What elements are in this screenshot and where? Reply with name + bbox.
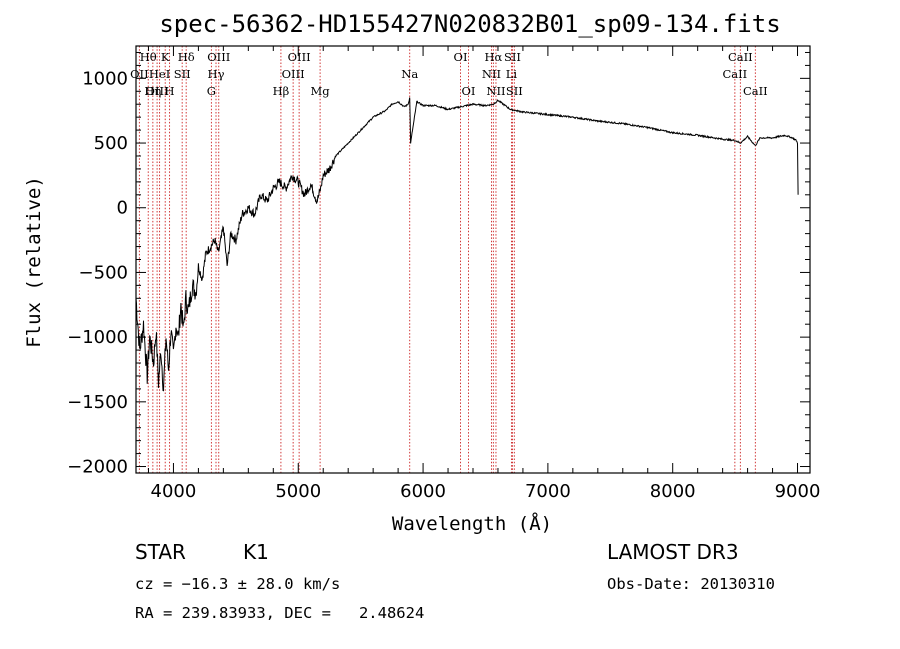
- line-label: OIII: [207, 50, 230, 64]
- line-label: Hβ: [273, 84, 290, 98]
- obs-date: Obs-Date: 20130310: [607, 575, 775, 593]
- y-tick-label: 0: [117, 198, 128, 219]
- line-label: Mg: [311, 84, 331, 98]
- line-label: Hδ: [178, 50, 195, 64]
- line-label: Hη: [144, 84, 161, 98]
- line-label: SII: [506, 84, 523, 98]
- line-label: OIII: [146, 84, 169, 98]
- line-label: H: [165, 84, 175, 98]
- spectral-line-labels: Hθ OII OIII K HeI Hη H SII Hδ OIII Hγ G Hβ OIII OIII Mg…: [130, 50, 768, 98]
- line-label: SII: [174, 67, 191, 81]
- flux-series-line: [135, 97, 799, 392]
- line-label: CaII: [722, 67, 747, 81]
- x-tick-label: 6000: [400, 481, 446, 502]
- x-axis-ticks: 4000 5000 6000 7000 8000 9000: [147, 46, 821, 502]
- coordinates: RA = 239.83933, DEC = 2.48624: [135, 604, 425, 622]
- y-tick-label: −1500: [67, 392, 128, 413]
- line-label: OII: [130, 67, 149, 81]
- survey-name: LAMOST DR3: [607, 540, 739, 564]
- y-tick-label: 500: [94, 133, 128, 154]
- chart-title: spec-56362-HD155427N020832B01_sp09-134.f…: [159, 10, 780, 38]
- line-label: OIII: [282, 67, 305, 81]
- spectrum-chart: spec-56362-HD155427N020832B01_sp09-134.f…: [23, 10, 821, 535]
- line-label: CaII: [743, 84, 768, 98]
- y-axis-label: Flux (relative): [23, 176, 45, 348]
- object-class: STAR: [135, 540, 186, 564]
- line-label: NII: [482, 67, 501, 81]
- x-tick-label: 7000: [525, 481, 571, 502]
- line-label: Hα: [484, 50, 502, 64]
- plot-frame: [135, 45, 811, 474]
- line-label: Li: [506, 67, 518, 81]
- line-label: HeI: [149, 67, 170, 81]
- line-label: Na: [401, 67, 418, 81]
- x-tick-label: 9000: [775, 481, 821, 502]
- line-label: G: [207, 84, 216, 98]
- line-label: CaII: [728, 50, 753, 64]
- line-label: Hθ: [140, 50, 157, 64]
- y-tick-label: −2000: [67, 457, 128, 478]
- line-label: SII: [504, 50, 521, 64]
- y-tick-label: −1000: [67, 327, 128, 348]
- object-subclass: K1: [243, 540, 269, 564]
- redshift-text: cz = −16.3 ± 28.0 km/s: [135, 575, 341, 593]
- y-axis-ticks: −2000 −1500 −1000 −500 0 500 1000: [67, 51, 810, 478]
- x-tick-label: 8000: [650, 481, 696, 502]
- y-tick-label: −500: [79, 262, 128, 283]
- line-label: OI: [462, 84, 476, 98]
- x-tick-label: 5000: [275, 481, 321, 502]
- y-tick-label: 1000: [82, 68, 128, 89]
- line-label: OI: [454, 50, 468, 64]
- line-label: Hγ: [208, 67, 225, 81]
- line-label: NII: [486, 84, 505, 98]
- x-axis-label: Wavelength (Å): [392, 512, 552, 535]
- line-label: OIII: [288, 50, 311, 64]
- x-tick-label: 4000: [151, 481, 197, 502]
- line-label: K: [161, 50, 170, 64]
